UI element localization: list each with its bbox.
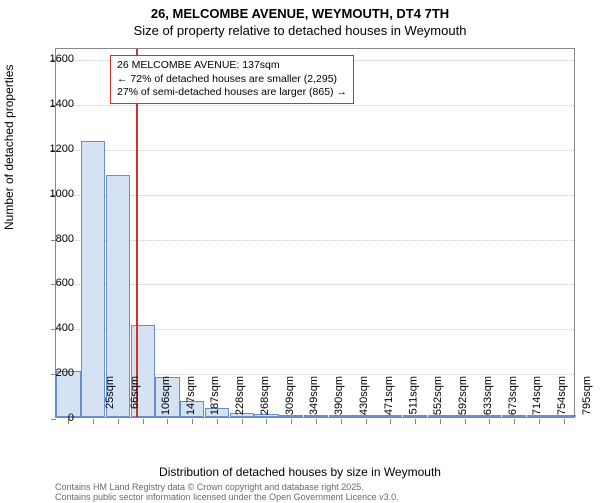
gridline-h [56,195,574,196]
xtick-label: 268sqm [259,376,271,415]
ytick-label: 200 [34,367,74,379]
annotation-line3: 27% of semi-detached houses are larger (… [117,86,347,100]
xtick-mark [266,419,267,424]
xtick-mark [390,419,391,424]
plot-wrapper: 26 MELCOMBE AVENUE: 137sqm ← 72% of deta… [55,48,575,418]
histogram-bar [452,415,476,417]
property-marker-line [136,49,138,417]
xtick-label: 187sqm [210,376,222,415]
footer-line2: Contains public sector information licen… [55,492,399,502]
xtick-label: 390sqm [333,376,345,415]
xtick-label: 714sqm [531,376,543,415]
xtick-label: 471sqm [383,376,395,415]
xtick-label: 228sqm [234,376,246,415]
ytick-label: 1000 [34,188,74,200]
xtick-mark [514,419,515,424]
xtick-mark [217,419,218,424]
gridline-h [56,240,574,241]
histogram-bar [551,415,575,417]
xtick-label: 673sqm [507,376,519,415]
xtick-mark [118,419,119,424]
xtick-mark [564,419,565,424]
xtick-mark [341,419,342,424]
xtick-mark [415,419,416,424]
plot-area: 26 MELCOMBE AVENUE: 137sqm ← 72% of deta… [55,48,575,418]
xtick-mark [465,419,466,424]
ytick-label: 400 [34,322,74,334]
ytick-label: 1400 [34,98,74,110]
gridline-h [56,150,574,151]
ytick-label: 0 [34,412,74,424]
xtick-mark [192,419,193,424]
xtick-mark [316,419,317,424]
chart-title-line2: Size of property relative to detached ho… [0,21,600,38]
xtick-label: 106sqm [160,376,172,415]
x-axis-label: Distribution of detached houses by size … [0,465,600,479]
histogram-bar [353,415,377,417]
xtick-label: 633sqm [482,376,494,415]
gridline-h [56,284,574,285]
y-axis-label: Number of detached properties [2,65,16,230]
xtick-mark [291,419,292,424]
xtick-mark [93,419,94,424]
xtick-label: 147sqm [185,376,197,415]
ytick-label: 1200 [34,143,74,155]
xtick-mark [366,419,367,424]
annotation-box: 26 MELCOMBE AVENUE: 137sqm ← 72% of deta… [110,55,354,104]
xtick-label: 552sqm [432,376,444,415]
histogram-bar [502,415,526,417]
xtick-mark [489,419,490,424]
xtick-mark [242,419,243,424]
xtick-label: 309sqm [284,376,296,415]
gridline-h [56,105,574,106]
xtick-mark [440,419,441,424]
histogram-bar [477,415,501,417]
annotation-line2: ← 72% of detached houses are smaller (2,… [117,73,347,87]
xtick-label: 592sqm [457,376,469,415]
xtick-label: 754sqm [556,376,568,415]
histogram-bar [403,415,427,417]
xtick-mark [539,419,540,424]
footer-line1: Contains HM Land Registry data © Crown c… [55,482,399,492]
chart-title-line1: 26, MELCOMBE AVENUE, WEYMOUTH, DT4 7TH [0,0,600,21]
ytick-label: 1600 [34,53,74,65]
xtick-mark [167,419,168,424]
histogram-bar [304,415,328,417]
xtick-label: 795sqm [581,376,593,415]
xtick-label: 511sqm [407,376,419,414]
xtick-label: 25sqm [104,376,116,409]
xtick-label: 66sqm [129,376,141,409]
histogram-bar [329,415,353,417]
xtick-mark [143,419,144,424]
histogram-bar [428,415,452,417]
ytick-label: 600 [34,277,74,289]
xtick-label: 430sqm [358,376,370,415]
annotation-line1: 26 MELCOMBE AVENUE: 137sqm [117,59,347,73]
histogram-bar [81,141,105,417]
histogram-bar [378,415,402,417]
xtick-label: 349sqm [309,376,321,415]
histogram-bar [527,415,551,417]
ytick-label: 800 [34,233,74,245]
